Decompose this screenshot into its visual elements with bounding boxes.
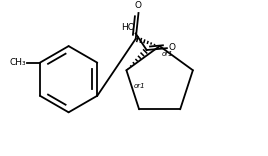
Text: O: O (169, 43, 176, 52)
Text: or1: or1 (162, 51, 173, 57)
Text: O: O (134, 1, 141, 10)
Text: CH₃: CH₃ (10, 58, 26, 67)
Text: HO: HO (121, 23, 135, 32)
Text: or1: or1 (134, 83, 146, 89)
